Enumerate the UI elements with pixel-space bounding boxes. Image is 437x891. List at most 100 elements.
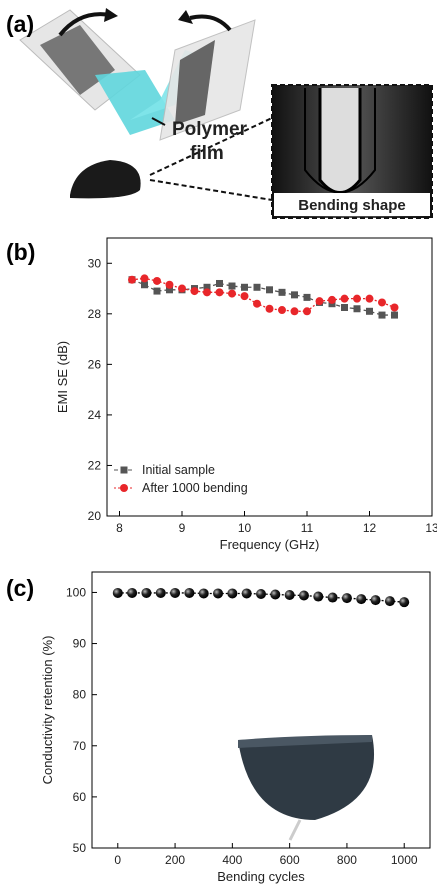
- marker: [378, 298, 386, 307]
- y-tick-label: 20: [88, 509, 102, 523]
- marker: [303, 293, 311, 301]
- marker: [270, 589, 281, 600]
- x-tick-label: 10: [238, 521, 252, 535]
- marker: [384, 596, 395, 607]
- marker: [203, 288, 211, 297]
- x-tick-label: 800: [337, 853, 357, 867]
- y-tick-label: 28: [88, 307, 102, 321]
- sample-photo: [238, 735, 375, 841]
- x-tick-label: 400: [222, 853, 242, 867]
- x-tick-label: 11: [301, 521, 314, 535]
- marker: [298, 590, 309, 601]
- marker: [128, 275, 136, 284]
- marker: [328, 295, 336, 304]
- y-tick-label: 60: [73, 790, 87, 804]
- marker: [241, 588, 252, 599]
- marker: [198, 588, 209, 599]
- x-tick-label: 9: [179, 521, 186, 535]
- marker: [203, 283, 211, 291]
- y-tick-label: 24: [88, 408, 102, 422]
- marker: [190, 287, 199, 296]
- marker: [390, 303, 399, 312]
- panel-label: (b): [6, 239, 35, 265]
- x-axis-label: Frequency (GHz): [220, 537, 320, 552]
- x-tick-label: 8: [116, 521, 123, 535]
- marker: [399, 597, 410, 608]
- marker: [284, 590, 295, 600]
- marker: [165, 280, 174, 289]
- marker: [291, 291, 298, 299]
- marker: [341, 593, 352, 604]
- panel-label: (c): [6, 575, 34, 601]
- y-tick-label: 50: [73, 841, 87, 855]
- marker: [266, 286, 273, 294]
- marker: [153, 287, 161, 295]
- series-line: [131, 279, 395, 316]
- x-tick-label: 600: [280, 853, 300, 867]
- marker: [127, 587, 138, 598]
- y-axis-label: EMI SE (dB): [55, 341, 70, 413]
- marker: [290, 307, 299, 316]
- marker: [170, 587, 181, 598]
- marker: [240, 292, 249, 301]
- marker: [365, 294, 374, 303]
- illustration: [19, 8, 433, 219]
- x-axis-label: Bending cycles: [217, 869, 305, 884]
- marker: [178, 284, 186, 293]
- x-tick-label: 13: [425, 521, 437, 535]
- marker: [256, 588, 266, 599]
- marker: [366, 307, 373, 315]
- inset-label: Bending shape: [298, 197, 406, 214]
- legend-marker: [120, 484, 128, 492]
- marker: [265, 304, 274, 313]
- marker: [315, 297, 324, 306]
- marker: [155, 587, 166, 598]
- panel-label: (a): [6, 11, 34, 37]
- x-tick-label: 1000: [391, 853, 418, 867]
- y-tick-label: 30: [88, 256, 102, 270]
- marker: [327, 592, 338, 603]
- marker: [391, 311, 398, 319]
- y-tick-label: 22: [88, 458, 102, 472]
- plot-frame: [91, 571, 431, 849]
- marker: [140, 274, 149, 283]
- legend-label: After 1000 bending: [142, 481, 248, 495]
- marker: [370, 595, 381, 606]
- marker: [353, 305, 361, 313]
- marker: [166, 286, 173, 294]
- legend-label: Initial sample: [142, 463, 215, 477]
- marker: [184, 587, 195, 598]
- marker: [213, 588, 224, 599]
- y-tick-label: 26: [88, 357, 102, 371]
- y-tick-label: 90: [73, 637, 87, 651]
- plot-frame: [106, 237, 433, 517]
- marker: [215, 288, 224, 297]
- marker: [356, 594, 367, 605]
- x-tick-label: 200: [165, 853, 185, 867]
- marker: [303, 307, 311, 316]
- marker: [112, 587, 123, 598]
- marker: [153, 276, 161, 285]
- film-label: Polymer: [172, 119, 248, 140]
- marker: [353, 294, 361, 303]
- series-line: [131, 277, 395, 312]
- marker: [278, 288, 286, 296]
- marker: [141, 587, 152, 598]
- marker: [141, 281, 148, 289]
- y-axis-label: Conductivity retention (%): [40, 636, 55, 785]
- y-tick-label: 100: [66, 585, 86, 599]
- marker: [253, 283, 261, 291]
- marker: [341, 304, 348, 311]
- film-label: film: [190, 143, 224, 164]
- marker: [278, 306, 286, 315]
- marker: [228, 282, 236, 290]
- y-tick-label: 70: [73, 739, 87, 753]
- marker: [313, 591, 324, 602]
- marker: [340, 294, 349, 303]
- marker: [228, 289, 236, 298]
- marker: [241, 283, 248, 291]
- marker: [216, 279, 223, 287]
- marker: [378, 311, 386, 319]
- marker: [253, 299, 261, 308]
